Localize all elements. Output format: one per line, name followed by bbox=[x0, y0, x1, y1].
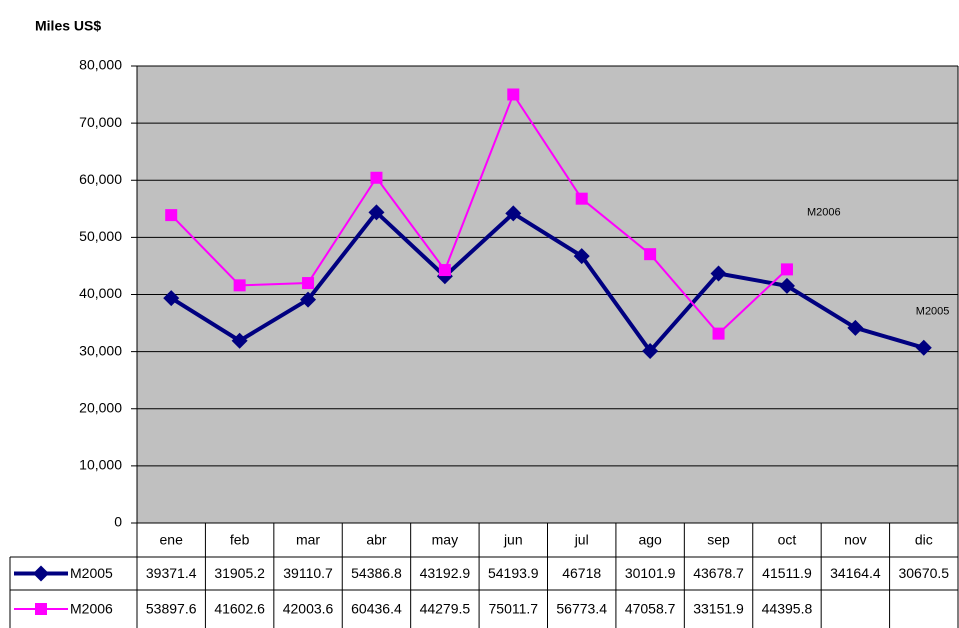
marker bbox=[368, 204, 385, 221]
series-end-label: M2005 bbox=[916, 306, 950, 318]
marker bbox=[505, 205, 522, 222]
y-tick-label: 50,000 bbox=[79, 228, 122, 244]
marker bbox=[302, 277, 315, 290]
marker bbox=[300, 291, 317, 308]
x-tick-label: feb bbox=[230, 532, 250, 548]
marker bbox=[370, 171, 383, 184]
marker bbox=[231, 332, 248, 349]
marker bbox=[575, 192, 588, 205]
y-tick-label: 10,000 bbox=[79, 457, 122, 473]
series-end-label: M2006 bbox=[807, 206, 841, 218]
table-value: 39371.4 bbox=[146, 565, 197, 581]
y-axis-label: Miles US$ bbox=[35, 18, 101, 34]
table-value: 30101.9 bbox=[625, 565, 676, 581]
y-tick-label: 60,000 bbox=[79, 171, 122, 187]
y-tick-label: 40,000 bbox=[79, 285, 122, 301]
table-value: 42003.6 bbox=[283, 601, 334, 617]
table-value: 34164.4 bbox=[830, 565, 881, 581]
x-tick-label: nov bbox=[844, 532, 867, 548]
marker bbox=[33, 565, 49, 582]
table-value: 56773.4 bbox=[556, 601, 607, 617]
x-tick-label: abr bbox=[366, 532, 387, 548]
table-value: 43678.7 bbox=[693, 565, 744, 581]
marker bbox=[438, 264, 451, 277]
table-value: 30670.5 bbox=[898, 565, 949, 581]
marker bbox=[573, 248, 590, 265]
y-tick-label: 30,000 bbox=[79, 342, 122, 358]
table-value: 44279.5 bbox=[420, 601, 471, 617]
marker bbox=[778, 277, 795, 294]
x-tick-label: sep bbox=[707, 532, 730, 548]
x-tick-label: jun bbox=[503, 532, 523, 548]
marker bbox=[712, 327, 725, 340]
table-value: 47058.7 bbox=[625, 601, 676, 617]
marker bbox=[233, 279, 246, 292]
table-value: 54386.8 bbox=[351, 565, 402, 581]
table-value: 39110.7 bbox=[283, 565, 333, 581]
marker bbox=[163, 290, 180, 307]
table-value: 43192.9 bbox=[420, 565, 471, 581]
y-tick-label: 70,000 bbox=[79, 114, 122, 130]
x-tick-label: ago bbox=[638, 532, 662, 548]
marker bbox=[642, 343, 659, 360]
table-value: 46718 bbox=[562, 565, 601, 581]
marker bbox=[507, 88, 520, 101]
marker bbox=[710, 265, 727, 282]
table-value: 53897.6 bbox=[146, 601, 197, 617]
table-value: 54193.9 bbox=[488, 565, 539, 581]
table-value: 41602.6 bbox=[214, 601, 265, 617]
x-tick-label: jul bbox=[574, 532, 589, 548]
table-value: 31905.2 bbox=[214, 565, 265, 581]
table-value: 41511.9 bbox=[762, 565, 812, 581]
marker bbox=[165, 209, 178, 222]
legend-label: M2005 bbox=[70, 565, 113, 581]
legend-label: M2006 bbox=[70, 601, 113, 617]
marker bbox=[780, 263, 793, 276]
marker bbox=[847, 319, 864, 336]
marker bbox=[915, 339, 932, 356]
marker bbox=[35, 603, 47, 615]
table-value: 60436.4 bbox=[351, 601, 402, 617]
table-value: 33151.9 bbox=[693, 601, 744, 617]
y-tick-label: 0 bbox=[114, 514, 122, 530]
x-tick-label: ene bbox=[160, 532, 184, 548]
y-tick-label: 20,000 bbox=[79, 399, 122, 415]
marker bbox=[644, 248, 657, 261]
series-line bbox=[170, 210, 925, 354]
table-value: 75011.7 bbox=[489, 601, 539, 617]
series-line bbox=[170, 93, 788, 335]
table-value: 44395.8 bbox=[762, 601, 813, 617]
x-tick-label: dic bbox=[915, 532, 933, 548]
x-tick-label: oct bbox=[778, 532, 797, 548]
x-tick-label: mar bbox=[296, 532, 320, 548]
x-tick-label: may bbox=[432, 532, 458, 548]
y-tick-label: 80,000 bbox=[79, 57, 122, 73]
